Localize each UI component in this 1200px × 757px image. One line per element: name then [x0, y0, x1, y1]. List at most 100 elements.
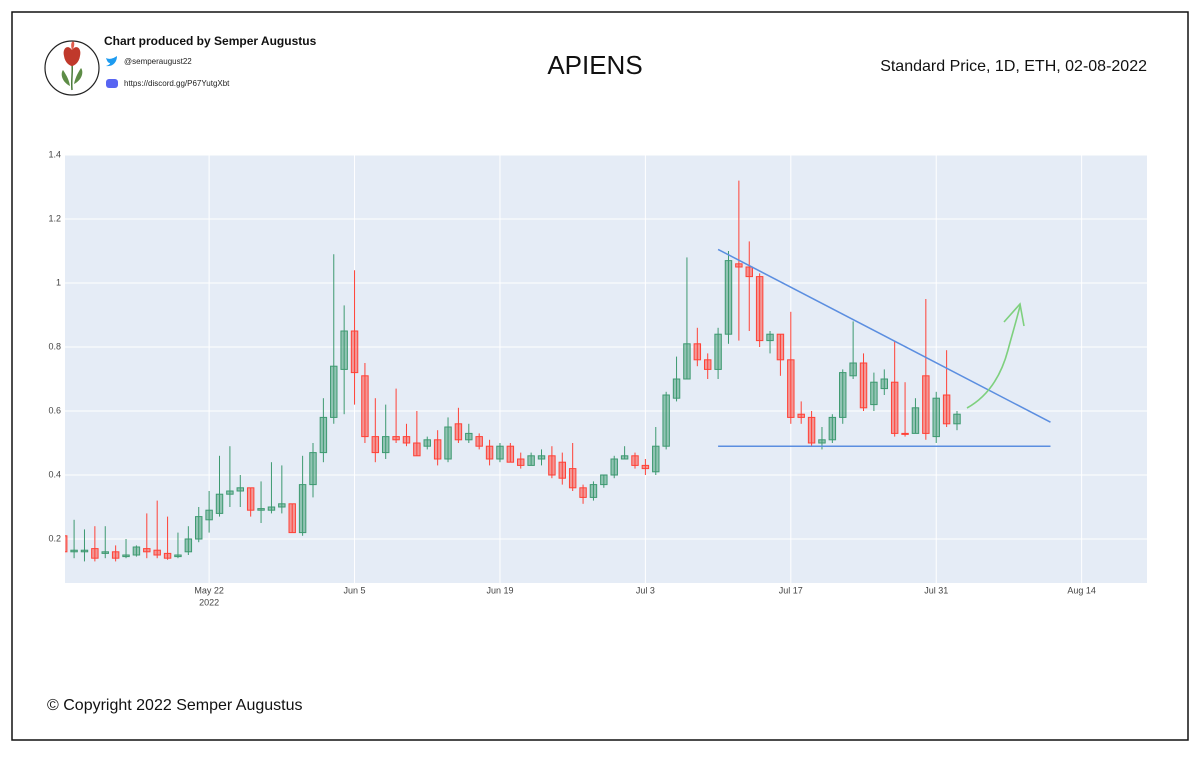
candle-body [600, 474, 608, 486]
candle-body [641, 464, 650, 470]
footer: © Copyright 2022 Semper Augustus [47, 697, 303, 714]
candle-body [652, 445, 660, 473]
candle-body [568, 468, 577, 489]
x-tick-label: Jul 3 [636, 585, 655, 595]
candle-body [288, 503, 296, 534]
chart-title: APIENS [547, 50, 642, 80]
candle-body [215, 493, 224, 514]
candle-body [101, 551, 109, 554]
x-tick-label: Jun 5 [344, 585, 366, 595]
discord-icon [106, 79, 118, 88]
annotations [717, 248, 1051, 447]
candle-body [65, 535, 68, 553]
candle-body [496, 445, 504, 460]
candle-body [672, 378, 681, 399]
candle-body [236, 487, 245, 492]
candle-body [807, 416, 816, 444]
x-tick-label: May 22 [194, 585, 224, 595]
candle-body [776, 333, 785, 361]
x-tick-label: Jul 31 [924, 585, 948, 595]
chart-subtitle: Standard Price, 1D, ETH, 02-08-2022 [880, 58, 1147, 75]
x-tick-label: Jun 19 [486, 585, 513, 595]
candle-body [953, 413, 961, 425]
candle-body [787, 359, 795, 418]
candle-body [901, 432, 909, 435]
candle-body [932, 397, 940, 438]
arrow-head [1003, 302, 1025, 327]
candle-body [724, 260, 733, 335]
candle-body [350, 330, 359, 374]
candle-body [870, 381, 878, 406]
plot-area [65, 155, 1147, 583]
candle-body [184, 538, 193, 553]
twitter-icon [106, 56, 117, 67]
logo [44, 40, 100, 96]
candle-body [849, 362, 857, 377]
y-tick-label: 1.2 [48, 213, 61, 223]
candles [65, 180, 961, 562]
candle-body [506, 445, 515, 463]
candle-body [662, 394, 670, 447]
candle-body [454, 423, 463, 441]
discord-link: https://discord.gg/P67YutgXbt [124, 79, 230, 88]
candle-body [620, 455, 629, 460]
candle-body [361, 375, 369, 438]
trendline [717, 248, 1051, 423]
candle-body [402, 436, 411, 444]
candle-body [485, 445, 494, 460]
candle-body [548, 455, 556, 476]
candle-body [423, 439, 431, 447]
candle-body [381, 436, 390, 454]
candle-body [226, 490, 234, 495]
candle-body [755, 276, 764, 342]
candle-body [465, 432, 473, 441]
candle-body [174, 554, 182, 558]
candle-body [735, 263, 743, 268]
candle-body [122, 554, 130, 558]
candle-body [859, 362, 868, 409]
candle-body [766, 333, 774, 342]
candle-body [278, 503, 286, 508]
candle-body [319, 416, 328, 454]
candle-body [70, 549, 78, 553]
credit: Chart produced by Semper Augustus [104, 34, 317, 48]
candle-body [475, 436, 483, 447]
candle-body [80, 549, 89, 553]
x-tick-label: Aug 14 [1067, 585, 1096, 595]
candle-body [537, 455, 546, 460]
candle-body [818, 439, 826, 444]
candle-body [610, 458, 618, 476]
candle-body [797, 413, 805, 418]
candle-body [153, 549, 161, 556]
y-tick-label: 0.2 [48, 533, 61, 543]
candle-body [911, 407, 920, 434]
y-tick-label: 1 [56, 277, 61, 287]
arrow [966, 305, 1021, 409]
candle-body [683, 343, 691, 380]
candle-body [111, 551, 120, 559]
candle-body [330, 365, 338, 418]
x-year-label: 2022 [199, 597, 219, 607]
y-tick-label: 0.6 [48, 405, 61, 415]
y-tick-label: 0.4 [48, 469, 61, 479]
y-tick-label: 1.4 [48, 149, 61, 159]
twitter-handle: @semperaugust22 [124, 57, 192, 66]
y-tick-label: 0.8 [48, 341, 61, 351]
candle-body [703, 359, 712, 370]
candle-body [579, 487, 587, 498]
candle-body [371, 436, 380, 454]
candle-body [340, 330, 348, 370]
candle-body [589, 484, 598, 498]
candle-body [527, 455, 535, 466]
candle-body [839, 372, 847, 418]
candle-body [631, 455, 639, 466]
candle-body [880, 378, 889, 390]
candle-body [267, 506, 276, 511]
candle-body [257, 508, 265, 511]
candle-body [890, 381, 899, 434]
candle-body [392, 436, 400, 441]
candle-body [205, 509, 213, 521]
candle-body [143, 548, 151, 553]
candle-body [309, 452, 317, 486]
